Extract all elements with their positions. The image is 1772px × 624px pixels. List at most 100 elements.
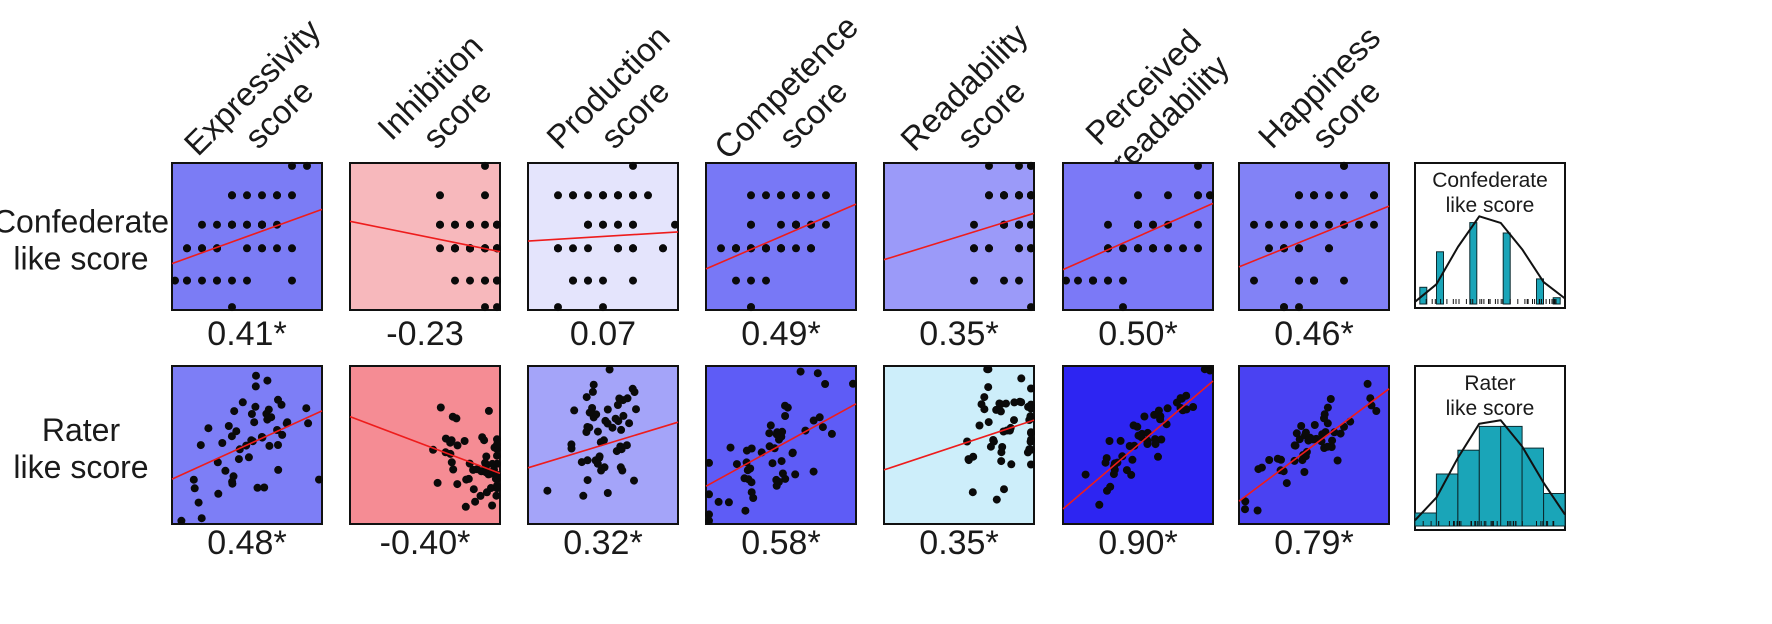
data-point	[1027, 460, 1035, 469]
distribution-title-line: like score	[1446, 397, 1535, 420]
data-point	[1134, 244, 1142, 253]
data-point	[1265, 244, 1273, 253]
data-point	[629, 191, 637, 200]
data-point	[471, 497, 480, 506]
data-point	[964, 456, 973, 465]
data-point	[1326, 395, 1335, 403]
data-point	[213, 220, 221, 229]
data-point	[1318, 430, 1327, 439]
data-point	[1015, 191, 1023, 200]
histogram-bar	[1502, 232, 1511, 305]
data-point	[213, 458, 222, 467]
data-point	[214, 489, 223, 498]
scatter-panel-1-3	[705, 365, 857, 525]
data-point	[273, 191, 281, 200]
data-point	[618, 466, 627, 475]
data-point	[1015, 276, 1023, 285]
data-point	[968, 488, 977, 497]
data-point	[599, 220, 607, 229]
data-point	[449, 465, 458, 474]
data-point	[258, 244, 266, 253]
data-point	[603, 489, 612, 497]
fit-line	[527, 421, 679, 469]
data-point	[977, 400, 986, 409]
data-point	[1340, 161, 1348, 170]
data-point	[777, 457, 786, 466]
fit-line	[349, 415, 501, 475]
data-point	[234, 455, 243, 464]
data-point	[992, 405, 1001, 414]
fit-line	[883, 419, 1035, 471]
data-point	[579, 491, 588, 500]
data-point	[705, 490, 713, 499]
data-point	[1194, 220, 1202, 229]
data-point	[605, 365, 614, 374]
scatter-panel-0-4	[883, 161, 1035, 312]
data-point	[543, 486, 552, 495]
data-point	[630, 476, 638, 485]
data-point	[197, 514, 206, 523]
fit-line	[1238, 388, 1390, 502]
data-point	[1182, 391, 1191, 400]
fit-line	[1238, 205, 1390, 268]
fit-line	[705, 403, 857, 487]
data-point	[577, 458, 586, 467]
data-point	[481, 276, 489, 285]
data-point	[984, 365, 993, 374]
data-point	[464, 474, 473, 483]
data-point	[1310, 220, 1318, 229]
data-point	[1253, 506, 1262, 515]
correlation-labels: 0.41* -0.23 0.07 0.49* 0.35* 0.50* 0.46* 0.48* -…	[207, 315, 1353, 562]
data-point	[1118, 452, 1127, 461]
data-point	[788, 449, 797, 458]
data-point	[232, 427, 241, 436]
data-point	[732, 460, 741, 469]
data-point	[1137, 430, 1146, 439]
correlation-label: 0.79*	[1274, 524, 1353, 562]
scatter-panel-1-2	[527, 365, 679, 525]
data-point	[589, 380, 598, 389]
data-point	[772, 430, 781, 439]
data-point	[1301, 452, 1310, 461]
data-point	[452, 414, 461, 423]
data-point	[1366, 394, 1375, 403]
data-point	[747, 191, 755, 200]
data-point	[584, 220, 592, 229]
data-point	[1277, 455, 1285, 464]
data-point	[747, 220, 755, 229]
data-point	[554, 244, 562, 253]
data-point	[1000, 485, 1008, 494]
data-point	[1194, 191, 1202, 200]
data-point	[274, 441, 282, 449]
correlation-label: -0.40*	[380, 524, 471, 562]
data-point	[619, 411, 628, 420]
data-point	[1194, 161, 1202, 170]
data-point	[796, 367, 805, 376]
data-point	[807, 191, 815, 200]
data-point	[1280, 220, 1288, 229]
data-point	[765, 429, 774, 438]
data-point	[732, 276, 740, 285]
histogram-bar	[1543, 493, 1566, 527]
data-point	[1291, 441, 1300, 450]
data-point	[436, 244, 444, 253]
data-point	[230, 407, 239, 416]
data-point	[1104, 276, 1112, 285]
data-point	[1310, 421, 1319, 429]
data-point	[821, 380, 830, 388]
data-point	[724, 498, 733, 507]
data-point	[1130, 441, 1139, 450]
data-point	[196, 441, 205, 450]
data-point	[1265, 220, 1273, 229]
correlation-label: 0.90*	[1098, 524, 1177, 562]
data-point	[768, 459, 777, 468]
scatter-panel-0-3	[705, 162, 857, 312]
scatter-panel-1-4	[883, 365, 1035, 525]
data-point	[441, 434, 450, 443]
histogram-bar	[1457, 449, 1480, 527]
data-point	[1000, 276, 1008, 285]
data-point	[1095, 500, 1104, 509]
scatter-panel-1-1	[349, 365, 501, 525]
data-point	[198, 276, 206, 285]
